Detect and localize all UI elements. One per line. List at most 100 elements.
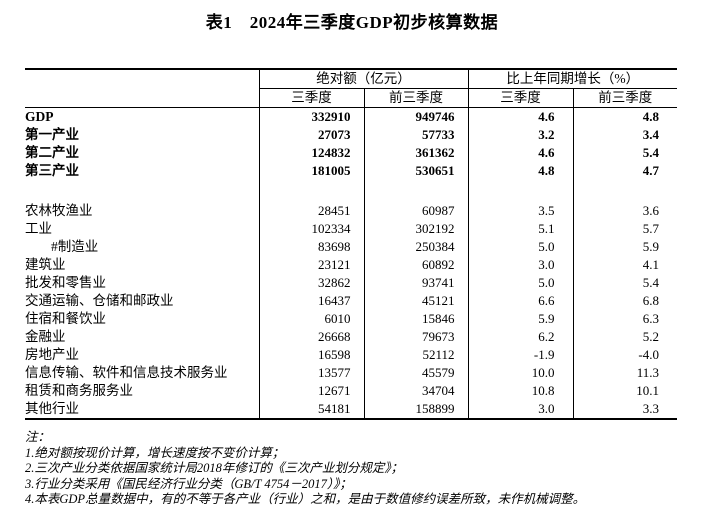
cell-growth-q3: 3.5 <box>467 202 573 220</box>
table-row: 交通运输、仓储和邮政业 16437 45121 6.6 6.8 <box>25 292 677 310</box>
cell-growth-q3: 10.8 <box>467 382 573 400</box>
footnote-1: 1.绝对额按现价计算，增长速度按不变价计算； <box>25 445 285 460</box>
row-label: 信息传输、软件和信息技术服务业 <box>25 365 228 380</box>
cell-growth-ytd: 6.8 <box>572 292 677 310</box>
table-row: #制造业 83698 250384 5.0 5.9 <box>25 238 677 256</box>
row-label: #制造业 <box>51 239 99 254</box>
cell-growth-q3: 6.6 <box>467 292 573 310</box>
header-growth-q3: 三季度 <box>467 88 573 108</box>
row-label: GDP <box>25 109 54 124</box>
table-row: 农林牧渔业 28451 60987 3.5 3.6 <box>25 202 677 220</box>
cell-abs-q3: 23121 <box>258 256 364 274</box>
cell-growth-ytd: 6.3 <box>572 310 677 328</box>
cell-growth-q3: 10.0 <box>467 364 573 382</box>
cell-abs-ytd: 250384 <box>363 238 468 256</box>
cell-growth-q3: 4.8 <box>467 162 573 180</box>
cell-growth-ytd: 5.4 <box>572 144 677 162</box>
header-corner-cell <box>25 68 260 108</box>
cell-abs-q3: 16598 <box>258 346 364 364</box>
cell-abs-q3: 13577 <box>258 364 364 382</box>
cell-growth-q3: 5.0 <box>467 274 573 292</box>
row-label: 房地产业 <box>25 347 79 362</box>
cell-abs-q3 <box>258 180 364 202</box>
cell-abs-q3: 26668 <box>258 328 364 346</box>
cell-abs-ytd: 60892 <box>363 256 468 274</box>
table-body: GDP 332910 949746 4.6 4.8 第一产业 27073 57733 3.2 3.… <box>25 107 677 420</box>
table-row: 第一产业 27073 57733 3.2 3.4 <box>25 126 677 144</box>
cell-abs-ytd: 949746 <box>363 107 468 126</box>
cell-growth-ytd: 5.2 <box>572 328 677 346</box>
cell-abs-ytd: 57733 <box>363 126 468 144</box>
header-growth-ytd: 前三季度 <box>572 88 677 108</box>
footnote-2: 2.三次产业分类依据国家统计局2018年修订的《三次产业划分规定》； <box>25 461 404 475</box>
cell-abs-ytd: 34704 <box>363 382 468 400</box>
table-row: 工业 102334 302192 5.1 5.7 <box>25 220 677 238</box>
cell-abs-ytd: 158899 <box>363 400 468 420</box>
cell-growth-q3: 3.0 <box>467 400 573 420</box>
cell-growth-ytd: 3.6 <box>572 202 677 220</box>
cell-abs-q3: 332910 <box>258 107 364 126</box>
cell-abs-ytd: 79673 <box>363 328 468 346</box>
header-row-subcolumns: 三季度 前三季度 三季度 前三季度 <box>25 88 677 108</box>
cell-growth-ytd: 5.9 <box>572 238 677 256</box>
cell-abs-ytd: 15846 <box>363 310 468 328</box>
cell-growth-q3: 5.0 <box>467 238 573 256</box>
row-label: 农林牧渔业 <box>25 203 93 218</box>
row-label: 金融业 <box>25 329 66 344</box>
cell-growth-ytd: 5.7 <box>572 220 677 238</box>
row-label: 第三产业 <box>25 163 79 178</box>
table-row: 金融业 26668 79673 6.2 5.2 <box>25 328 677 346</box>
cell-abs-q3: 6010 <box>258 310 364 328</box>
cell-growth-q3: 3.0 <box>467 256 573 274</box>
cell-growth-q3: 4.6 <box>467 107 573 126</box>
cell-abs-q3: 54181 <box>258 400 364 420</box>
cell-abs-q3: 32862 <box>258 274 364 292</box>
header-group-absolute: 绝对额（亿元） <box>259 68 468 89</box>
cell-abs-ytd: 302192 <box>363 220 468 238</box>
table-row: 住宿和餐饮业 6010 15846 5.9 6.3 <box>25 310 677 328</box>
footnote-3: 3.行业分类采用《国民经济行业分类（GB/T 4754－2017）》； <box>25 476 352 491</box>
cell-abs-q3: 12671 <box>258 382 364 400</box>
cell-growth-ytd: 4.8 <box>572 107 677 126</box>
row-label <box>25 180 259 202</box>
cell-abs-ytd: 52112 <box>363 346 468 364</box>
table-row: GDP 332910 949746 4.6 4.8 <box>25 107 677 126</box>
cell-growth-ytd: 11.3 <box>572 364 677 382</box>
cell-abs-q3: 102334 <box>258 220 364 238</box>
cell-growth-ytd: 3.4 <box>572 126 677 144</box>
table-row: 房地产业 16598 52112 -1.9 -4.0 <box>25 346 677 364</box>
cell-abs-q3: 181005 <box>258 162 364 180</box>
cell-abs-ytd: 93741 <box>363 274 468 292</box>
footnotes: 注： 1.绝对额按现价计算，增长速度按不变价计算； 2.三次产业分类依据国家统计… <box>25 430 695 508</box>
cell-abs-ytd: 361362 <box>363 144 468 162</box>
cell-growth-q3: 4.6 <box>467 144 573 162</box>
spacer-row <box>25 180 677 202</box>
row-label: 第二产业 <box>25 145 79 160</box>
row-label: 交通运输、仓储和邮政业 <box>25 293 174 308</box>
cell-abs-ytd: 45579 <box>363 364 468 382</box>
footnote-heading: 注： <box>25 430 51 444</box>
cell-growth-q3 <box>467 180 573 202</box>
table-row: 租赁和商务服务业 12671 34704 10.8 10.1 <box>25 382 677 400</box>
row-label: 建筑业 <box>25 257 66 272</box>
table-row: 批发和零售业 32862 93741 5.0 5.4 <box>25 274 677 292</box>
table-row: 第三产业 181005 530651 4.8 4.7 <box>25 162 677 180</box>
header-row-groups: 绝对额（亿元） 比上年同期增长（%） <box>25 68 677 108</box>
cell-growth-ytd: 4.7 <box>572 162 677 180</box>
cell-abs-ytd: 45121 <box>363 292 468 310</box>
gdp-table: 绝对额（亿元） 比上年同期增长（%） 三季度 前三季度 三季度 前三季度 GDP… <box>25 68 677 420</box>
footnote-4: 4.本表GDP总量数据中，有的不等于各产业（行业）之和，是由于数值修约误差所致，… <box>25 492 586 506</box>
header-group-growth: 比上年同期增长（%） <box>467 68 677 89</box>
table-row: 其他行业 54181 158899 3.0 3.3 <box>25 400 677 420</box>
cell-growth-q3: 5.1 <box>467 220 573 238</box>
cell-abs-q3: 27073 <box>258 126 364 144</box>
cell-abs-q3: 124832 <box>258 144 364 162</box>
cell-abs-q3: 28451 <box>258 202 364 220</box>
row-label: 租赁和商务服务业 <box>25 383 133 398</box>
cell-growth-q3: 5.9 <box>467 310 573 328</box>
row-label: 住宿和餐饮业 <box>25 311 106 326</box>
header-abs-ytd: 前三季度 <box>363 88 468 108</box>
cell-abs-ytd: 530651 <box>363 162 468 180</box>
row-label: 其他行业 <box>25 400 259 420</box>
